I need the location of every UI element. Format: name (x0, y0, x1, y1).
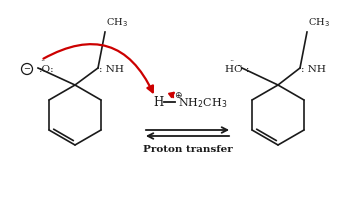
Text: ··: ·· (229, 58, 235, 66)
FancyArrowPatch shape (44, 44, 153, 92)
Text: : NH: : NH (99, 65, 124, 74)
Text: H: H (153, 96, 163, 108)
Text: :O:: :O: (39, 65, 55, 74)
Text: : NH: : NH (301, 65, 326, 74)
Text: NH$_2$CH$_3$: NH$_2$CH$_3$ (178, 96, 227, 110)
Text: ⊕: ⊕ (174, 91, 182, 100)
Text: HÖ :: HÖ : (225, 65, 249, 74)
Text: CH$_3$: CH$_3$ (308, 16, 330, 29)
Text: CH$_3$: CH$_3$ (106, 16, 128, 29)
Text: ··: ·· (40, 58, 46, 66)
FancyArrowPatch shape (169, 93, 174, 97)
Text: −: − (24, 64, 30, 73)
Text: Proton transfer: Proton transfer (143, 144, 233, 153)
